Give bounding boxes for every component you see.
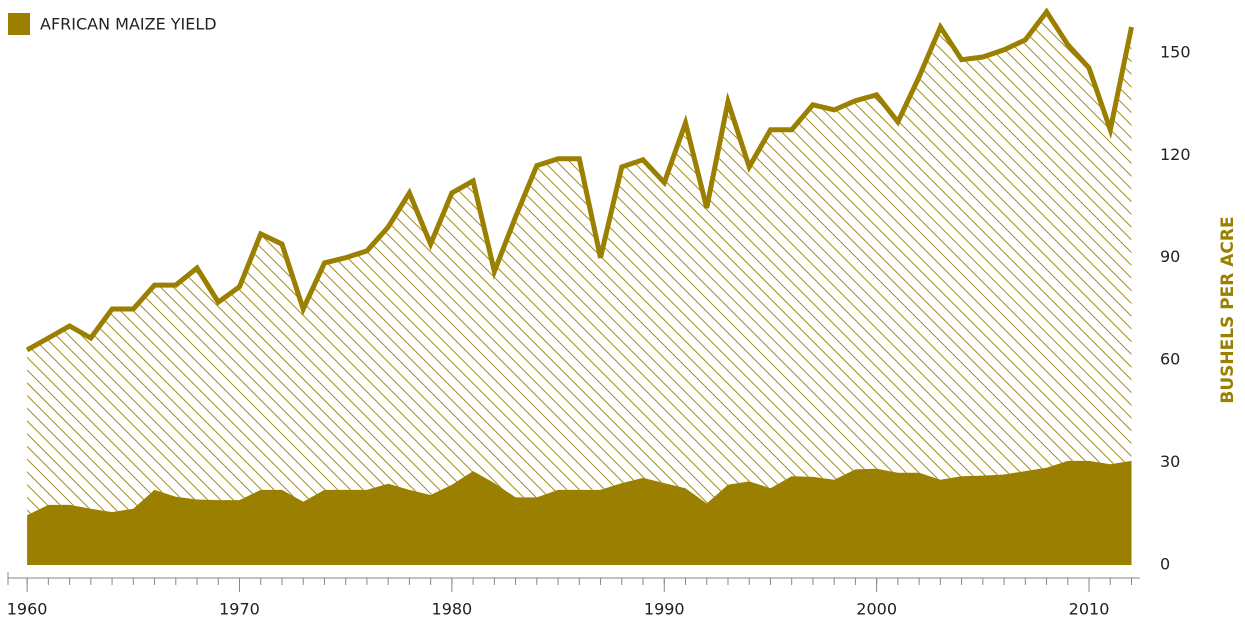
line — [25, 7, 1134, 353]
x-tick-label: 1980 — [432, 600, 473, 619]
legend: AFRICAN MAIZE YIELD — [8, 13, 217, 35]
legend-label: AFRICAN MAIZE YIELD — [40, 15, 217, 34]
y-axis-label: BUSHELS PER ACRE — [1218, 216, 1238, 403]
y-tick-label: 90 — [1160, 247, 1180, 266]
area — [27, 460, 1132, 565]
y-tick-label: 120 — [1160, 145, 1191, 164]
y-tick-label: 150 — [1160, 42, 1191, 61]
x-tick-label: 2000 — [856, 600, 897, 619]
y-tick-label: 60 — [1160, 350, 1180, 369]
x-tick-label: 1990 — [644, 600, 685, 619]
x-tick-label: 1970 — [219, 600, 260, 619]
y-tick-label: 30 — [1160, 452, 1180, 471]
x-tick-label: 2010 — [1069, 600, 1110, 619]
y-tick-label: 0 — [1160, 555, 1170, 574]
hatch-area — [27, 11, 1132, 516]
legend-swatch — [8, 13, 30, 35]
x-tick-label: 1960 — [7, 600, 48, 619]
